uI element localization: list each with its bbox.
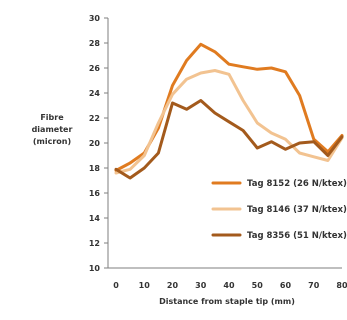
- x-tick-label: 70: [308, 281, 320, 290]
- y-tick-label: 24: [89, 89, 101, 98]
- y-axis-title-line: diameter: [32, 125, 73, 134]
- y-axis-title-line: Fibre: [40, 113, 64, 122]
- y-tick-label: 26: [89, 64, 101, 73]
- y-tick-label: 22: [89, 114, 100, 123]
- x-tick-label: 0: [113, 281, 119, 290]
- x-tick-label: 10: [139, 281, 151, 290]
- y-tick-label: 18: [89, 164, 101, 173]
- series-line-3: [114, 99, 344, 180]
- series-line-1: [114, 42, 344, 172]
- y-tick-label: 28: [89, 39, 101, 48]
- y-tick-label: 10: [89, 264, 101, 273]
- x-tick-label: 20: [167, 281, 179, 290]
- x-tick-label: 50: [252, 281, 264, 290]
- x-tick-label: 80: [336, 281, 347, 290]
- axes: 10 12 14 16 18 20 22 24 26 28 30 0 10 20 30 40 50 60 70 80 D…: [32, 14, 347, 306]
- x-axis-title: Distance from staple tip (mm): [159, 297, 295, 306]
- legend: Tag 8152 (26 N/ktex) Tag 8146 (37 N/ktex)…: [211, 179, 347, 241]
- legend-label-1: Tag 8152 (26 N/ktex): [247, 179, 347, 189]
- y-axis-title-line: (micron): [33, 137, 71, 146]
- y-tick-label: 16: [89, 189, 101, 198]
- y-tick-label: 30: [89, 14, 101, 23]
- x-tick-label: 30: [195, 281, 207, 290]
- x-tick-label: 60: [280, 281, 292, 290]
- legend-label-2: Tag 8146 (37 N/ktex): [247, 205, 347, 215]
- y-tick-label: 12: [89, 239, 100, 248]
- legend-label-3: Tag 8356 (51 N/ktex): [247, 231, 347, 241]
- series-line-2: [114, 69, 344, 175]
- x-tick-label: 40: [223, 281, 235, 290]
- series-lines: [114, 42, 344, 180]
- y-tick-label: 14: [89, 214, 101, 223]
- y-tick-label: 20: [89, 139, 101, 148]
